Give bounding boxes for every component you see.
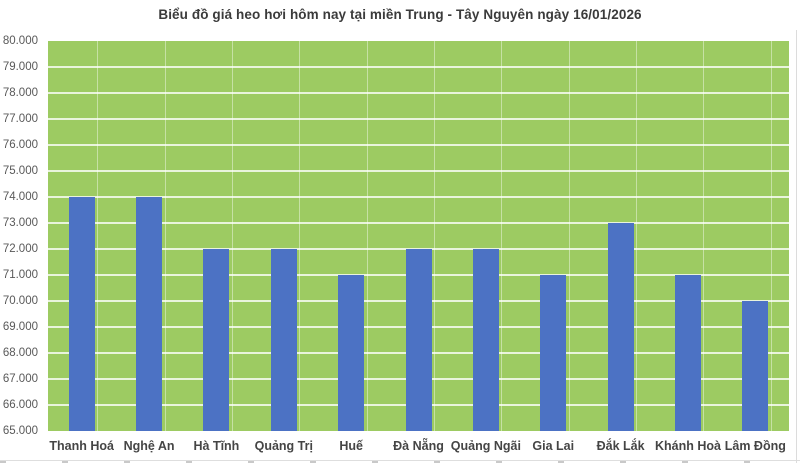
bar (405, 249, 432, 431)
x-axis: Thanh Hoá Nghệ An Hà Tĩnh Quảng Trị Huế Đà Nẵ… (48, 438, 789, 458)
y-tick-label: 66.000 (2, 399, 38, 411)
v-gridline (366, 41, 368, 431)
bar (607, 223, 634, 431)
x-category-label: Quảng Ngãi (450, 439, 521, 453)
y-tick-label: 67.000 (2, 373, 38, 385)
bar (540, 275, 567, 431)
h-gridline (48, 118, 789, 120)
y-tick-label: 75.000 (2, 165, 38, 177)
bar (338, 275, 365, 431)
y-tick-label: 78.000 (2, 87, 38, 99)
x-category-label: Gia Lai (532, 439, 575, 453)
x-category-label: Lâm Đồng (724, 439, 786, 453)
y-tick-label: 74.000 (2, 191, 38, 203)
x-category-label: Khánh Hoà (654, 439, 721, 453)
x-category-label: Quảng Trị (254, 439, 313, 453)
x-category-label: Đà Nẵng (393, 439, 444, 453)
y-tick-label: 80.000 (2, 35, 38, 47)
h-gridline (48, 66, 789, 68)
y-tick-label: 79.000 (2, 61, 38, 73)
bar (472, 249, 499, 431)
v-gridline (299, 41, 301, 431)
y-tick-label: 70.000 (2, 295, 38, 307)
h-gridline (48, 196, 789, 198)
bar (68, 197, 95, 431)
chart-title: Biểu đồ giá heo hơi hôm nay tại miền Tru… (158, 7, 642, 22)
v-gridline (434, 41, 435, 431)
v-gridline (703, 41, 705, 431)
h-gridline (48, 222, 789, 224)
v-gridline (568, 41, 570, 431)
y-tick-label: 76.000 (2, 139, 38, 151)
bar (270, 249, 297, 431)
v-gridline (501, 41, 503, 431)
y-tick-label: 71.000 (2, 269, 38, 281)
x-category-label: Thanh Hoá (49, 439, 114, 453)
v-gridline (636, 41, 638, 431)
v-gridline (231, 41, 233, 431)
y-tick-label: 72.000 (2, 243, 38, 255)
x-category-label: Huế (339, 439, 363, 453)
right-edge-line (796, 30, 797, 463)
h-gridline (48, 92, 789, 94)
v-gridline (770, 41, 772, 431)
bar (203, 249, 230, 431)
y-tick-label: 77.000 (2, 113, 38, 125)
y-axis: 80.000 79.000 78.000 77.000 76.000 75.000 74.0… (0, 35, 43, 437)
bar (136, 197, 163, 431)
x-category-label: Đắk Lắk (596, 439, 645, 453)
h-gridline (48, 144, 789, 146)
y-tick-label: 69.000 (2, 321, 38, 333)
v-gridline (164, 41, 166, 431)
x-category-label: Hà Tĩnh (193, 439, 240, 453)
plot-area (48, 41, 789, 431)
x-category-label: Nghệ An (123, 439, 175, 453)
v-gridline (97, 41, 99, 431)
h-gridline (48, 170, 789, 172)
bar (674, 275, 701, 431)
y-tick-label: 65.000 (2, 425, 38, 437)
y-tick-label: 73.000 (2, 217, 38, 229)
y-tick-label: 68.000 (2, 347, 38, 359)
bar (742, 301, 769, 431)
bottom-divider-line (0, 460, 800, 463)
